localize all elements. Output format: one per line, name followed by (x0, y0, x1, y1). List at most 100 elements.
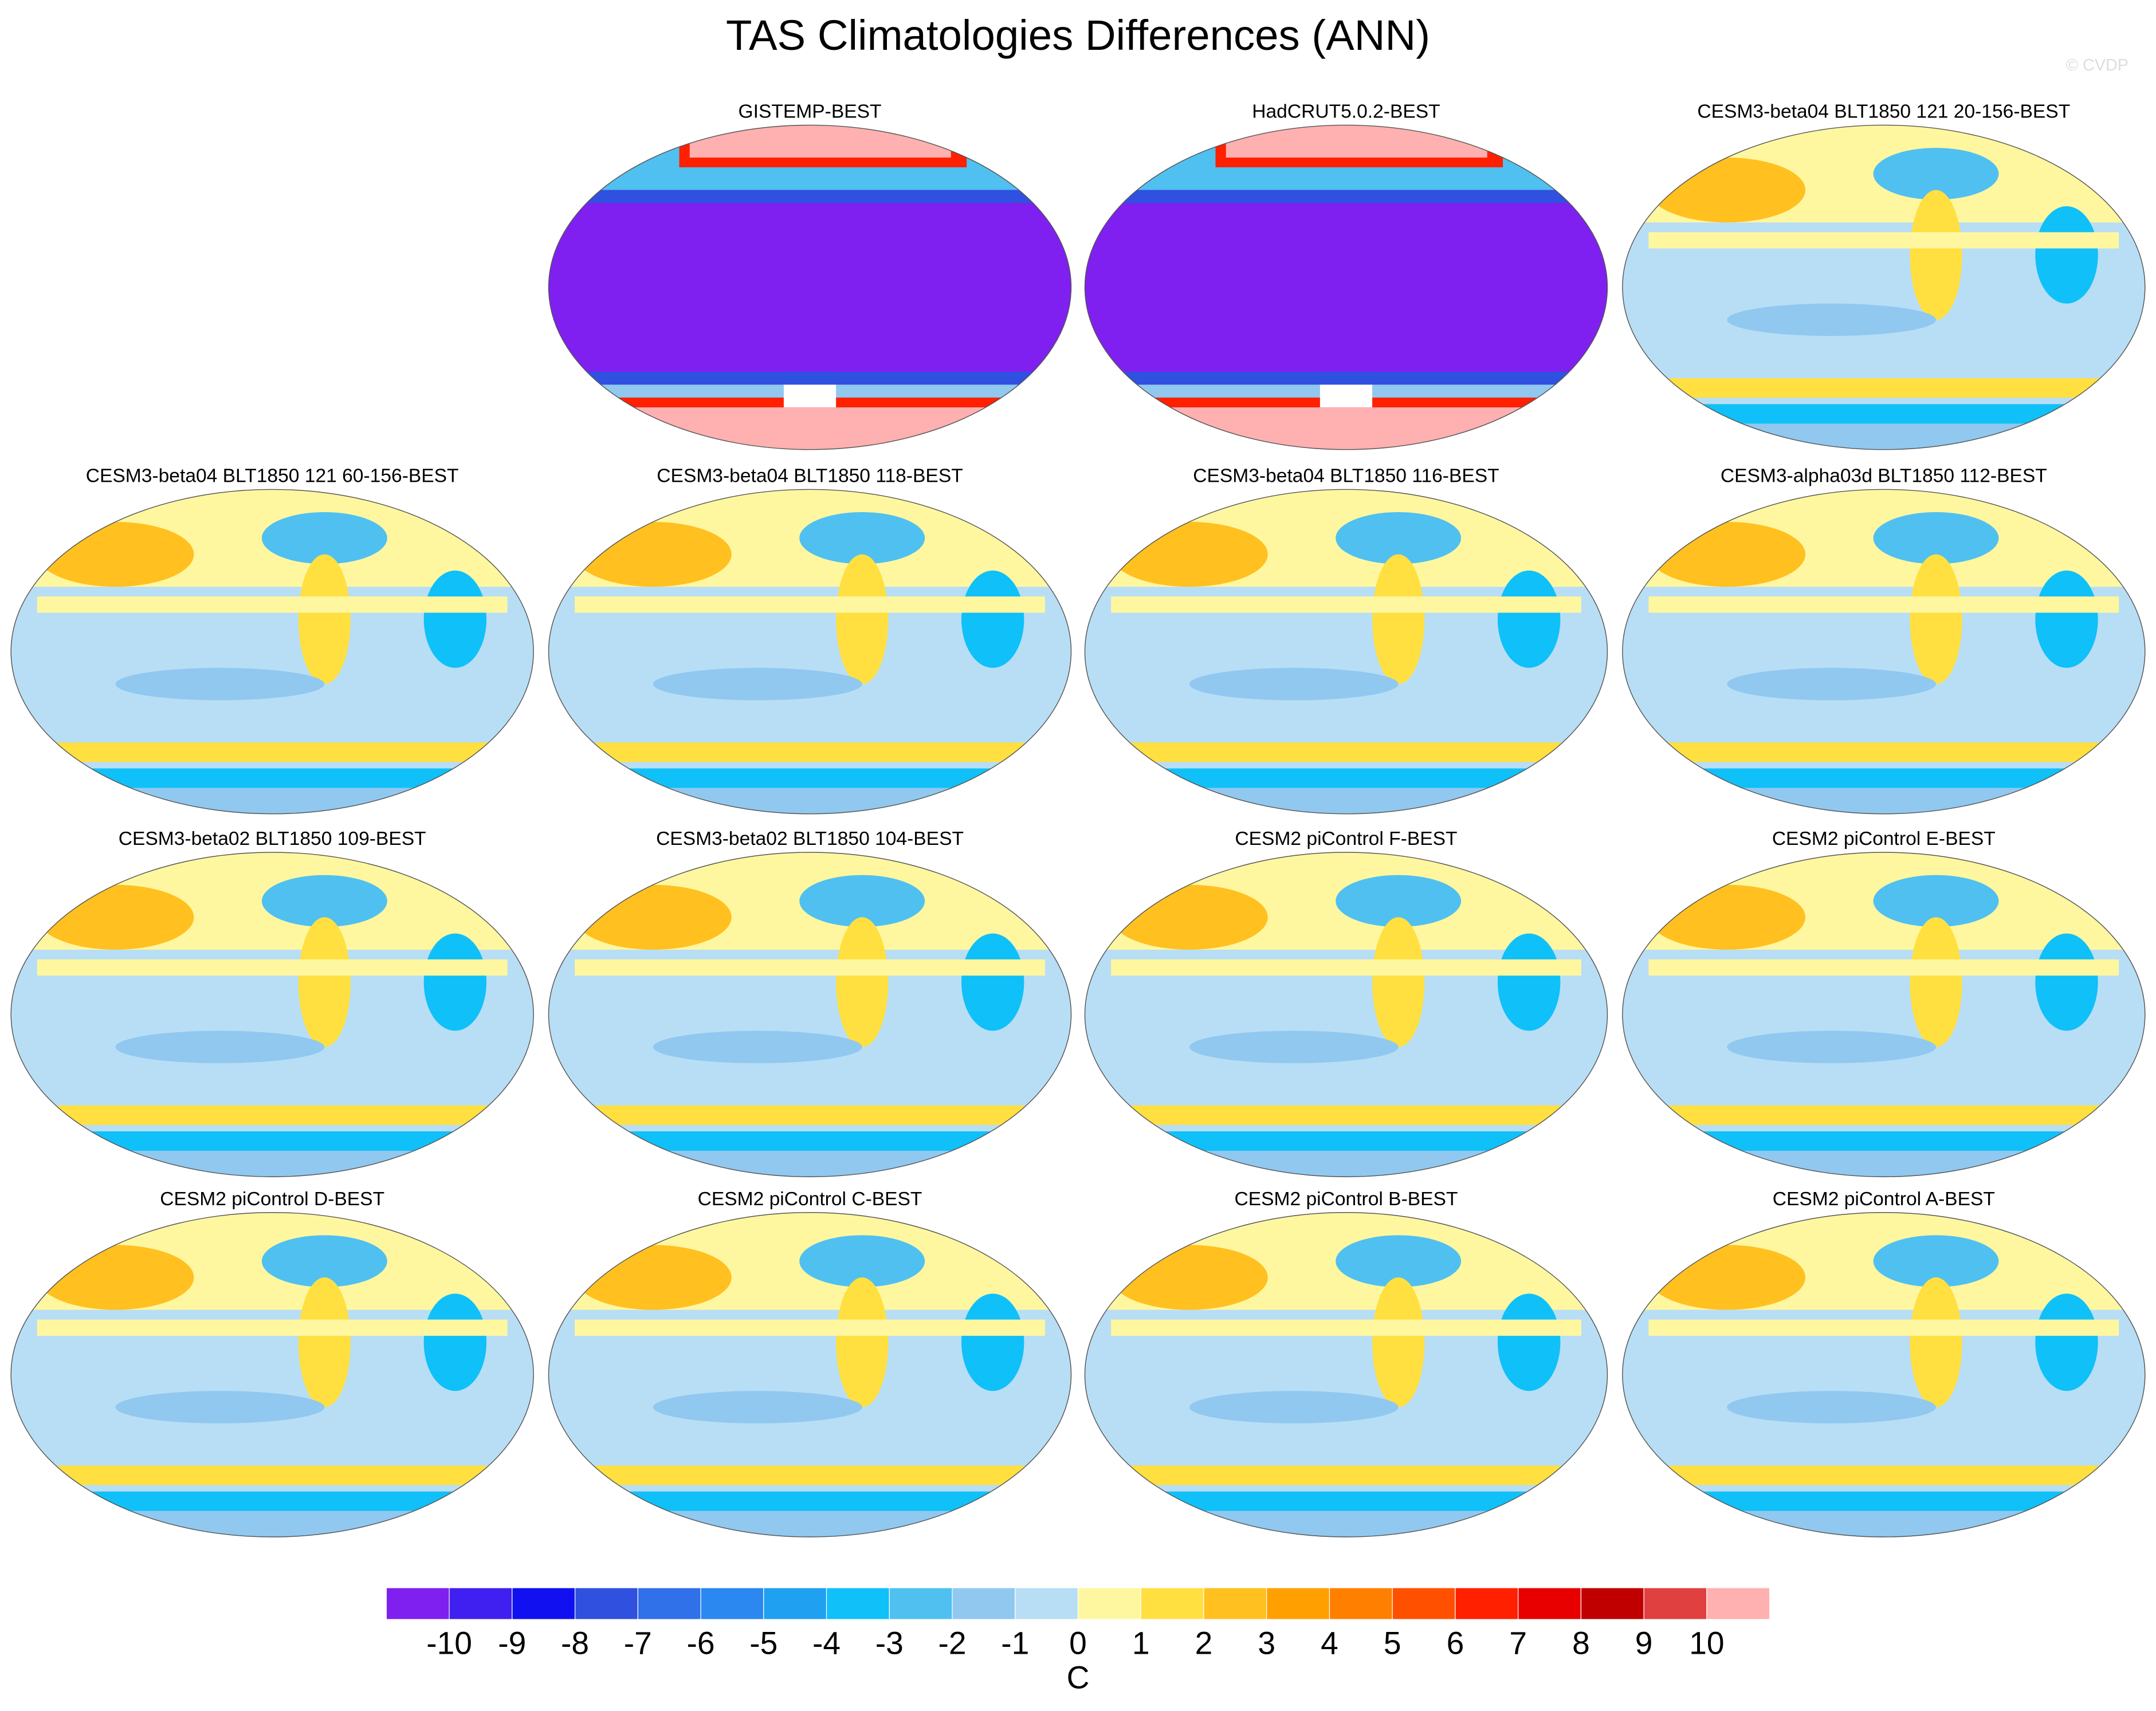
colorbar-box (386, 1587, 450, 1620)
map-region (1648, 522, 1806, 587)
map-region (298, 917, 351, 1047)
map-region (548, 742, 1071, 762)
map-region (1622, 1465, 2145, 1485)
colorbar-box (826, 1587, 890, 1620)
map-region (11, 768, 534, 788)
colorbar-box (574, 1587, 638, 1620)
colorbar-box (449, 1587, 513, 1620)
map (548, 125, 1071, 450)
panel-title: CESM3-beta02 BLT1850 109-BEST (119, 828, 426, 849)
map-region (2035, 571, 2098, 668)
colorbar-tick-label: -6 (687, 1625, 715, 1661)
map-region (653, 1391, 862, 1423)
colorbar-tick-label: 6 (1447, 1625, 1464, 1661)
map-region (11, 1511, 534, 1537)
map-region (1085, 1465, 1608, 1485)
colorbar-tick-label: 10 (1689, 1625, 1724, 1661)
colorbar-tick-label: 4 (1321, 1625, 1338, 1661)
map-outline (1084, 1212, 1608, 1537)
colorbar-label: C (1067, 1659, 1090, 1695)
map-region (689, 125, 951, 158)
map-region (2035, 1293, 2098, 1391)
map-region (1648, 884, 1806, 950)
panel-title: CESM3-beta04 BLT1850 116-BEST (1193, 466, 1499, 487)
panel-title: CESM2 piControl B-BEST (1234, 1189, 1458, 1210)
map-region (799, 875, 925, 927)
colorbar-box (1455, 1587, 1519, 1620)
map-region (115, 667, 325, 701)
map-region (575, 884, 732, 950)
map-region (1189, 1391, 1399, 1423)
panel-title: CESM2 piControl F-BEST (1235, 828, 1457, 849)
map-region (548, 788, 1071, 814)
map-outline (10, 489, 534, 815)
map-region (261, 1235, 387, 1288)
map-region (11, 788, 534, 814)
map-region (1873, 512, 1999, 564)
map-region (1910, 190, 1962, 320)
map (1622, 852, 2145, 1177)
map-region (423, 933, 487, 1031)
map-region (1873, 1235, 1999, 1288)
colorbar-tick-label: -10 (426, 1625, 472, 1661)
panel-title: HadCRUT5.0.2-BEST (1252, 101, 1440, 123)
colorbar-tick-label: -8 (561, 1625, 589, 1661)
map-region (1085, 190, 1608, 203)
map-region (261, 512, 387, 564)
map-region (11, 1105, 534, 1125)
map-region (1873, 875, 1999, 927)
map (548, 1212, 1071, 1537)
map-region (1622, 423, 2145, 450)
colorbar-tick-label: -1 (1001, 1625, 1029, 1661)
colorbar-box (1518, 1587, 1582, 1620)
colorbar-box (637, 1587, 701, 1620)
map-region (1727, 1030, 1937, 1064)
panel-title: CESM3-beta02 BLT1850 104-BEST (656, 828, 964, 849)
map-outline (548, 124, 1072, 450)
colorbar-tick-label: -3 (875, 1625, 904, 1661)
map-region (1336, 875, 1462, 927)
map-region (115, 1030, 325, 1064)
map (1622, 1212, 2145, 1537)
map-region (1189, 667, 1399, 701)
map-region (1648, 158, 1806, 223)
map-region (548, 1465, 1071, 1485)
map-region (1727, 303, 1937, 336)
map-region (548, 190, 1071, 203)
map-region (261, 875, 387, 927)
colorbar-tick-label: -2 (938, 1625, 966, 1661)
map-region (1622, 1491, 2145, 1511)
map-region (11, 1151, 534, 1177)
map-region (548, 1131, 1071, 1151)
map-region (961, 571, 1024, 668)
map-region (1873, 148, 1999, 200)
map-region (298, 554, 351, 685)
map-region (1085, 742, 1608, 762)
panel-title: CESM3-beta04 BLT1850 121 20-156-BEST (1697, 101, 2070, 123)
map-region (298, 1277, 351, 1407)
map (1622, 489, 2145, 814)
map-region (37, 522, 194, 587)
map-region (575, 959, 1045, 976)
map (1085, 489, 1608, 814)
map-region (1497, 571, 1561, 668)
map-region (1622, 1131, 2145, 1151)
map-region (1336, 1235, 1462, 1288)
map-region (37, 1245, 194, 1310)
map-region (961, 933, 1024, 1031)
colorbar-tick-label: 5 (1384, 1625, 1401, 1661)
map-region (1622, 742, 2145, 762)
colorbar-tick-label: -7 (624, 1625, 652, 1661)
panel-title: CESM3-beta04 BLT1850 118-BEST (657, 466, 963, 487)
map-region (836, 554, 889, 685)
map-region (1111, 959, 1581, 976)
colorbar-box (1329, 1587, 1393, 1620)
map-region (1226, 125, 1487, 158)
map-region (37, 884, 194, 950)
colorbar-box (1203, 1587, 1267, 1620)
colorbar-tick-label: 3 (1258, 1625, 1275, 1661)
map-region (1085, 1105, 1608, 1125)
map-region (1622, 1511, 2145, 1537)
colorbar-box (1580, 1587, 1644, 1620)
